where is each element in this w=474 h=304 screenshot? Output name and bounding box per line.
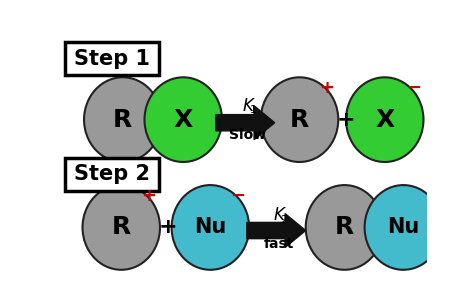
Ellipse shape <box>261 77 338 162</box>
Text: K: K <box>242 97 253 115</box>
Text: Step 1: Step 1 <box>74 49 150 69</box>
Text: +: + <box>141 187 156 205</box>
Text: fast: fast <box>264 237 294 251</box>
Polygon shape <box>216 106 275 140</box>
Ellipse shape <box>346 77 423 162</box>
Ellipse shape <box>365 185 442 270</box>
Text: −: − <box>230 187 245 205</box>
Text: +: + <box>158 217 177 237</box>
Polygon shape <box>247 214 306 247</box>
Text: 1: 1 <box>249 105 256 116</box>
Text: Nu: Nu <box>194 217 227 237</box>
Ellipse shape <box>82 185 160 270</box>
Text: R: R <box>113 108 132 132</box>
Ellipse shape <box>172 185 249 270</box>
Text: Slow: Slow <box>229 128 266 142</box>
Text: 2: 2 <box>281 215 288 225</box>
Text: R: R <box>111 216 131 240</box>
Ellipse shape <box>306 185 383 270</box>
Text: X: X <box>375 108 394 132</box>
Text: Step 2: Step 2 <box>74 164 150 184</box>
Text: +: + <box>319 79 334 97</box>
FancyBboxPatch shape <box>65 42 159 75</box>
Text: R: R <box>290 108 309 132</box>
Text: R: R <box>335 216 354 240</box>
Text: X: X <box>173 108 193 132</box>
Text: Nu: Nu <box>387 217 419 237</box>
Ellipse shape <box>84 77 162 162</box>
Ellipse shape <box>145 77 222 162</box>
FancyBboxPatch shape <box>65 158 159 191</box>
Text: +: + <box>337 110 356 130</box>
Text: K: K <box>273 206 284 224</box>
Text: −: − <box>406 79 421 97</box>
